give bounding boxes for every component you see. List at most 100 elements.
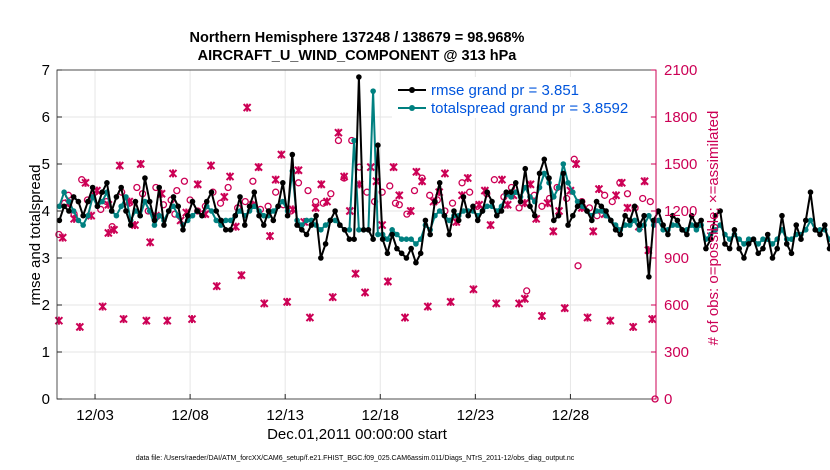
totalspread-point	[346, 227, 353, 233]
legend-rmse-marker	[409, 87, 415, 93]
y-tick-label: 3	[42, 250, 50, 267]
right-y-axis: 0 300 600 900 1200 1500 1800 2100	[651, 62, 697, 408]
obs-possible-marker	[391, 199, 400, 207]
obs-assimilated-marker	[277, 150, 286, 159]
obs-possible-marker	[294, 179, 303, 187]
rmse-point	[85, 198, 91, 205]
rmse-point	[693, 222, 700, 228]
obs-assimilated-marker	[571, 159, 581, 169]
rmse-point	[474, 217, 481, 224]
rmse-point	[489, 198, 495, 205]
rmse-point	[665, 231, 671, 238]
y2-axis-label: # of obs: o=possible; ×=assimilated	[705, 111, 722, 346]
rmse-point	[503, 189, 510, 195]
rmse-point	[260, 222, 267, 228]
totalspread-point	[446, 217, 453, 224]
rmse-point	[227, 227, 234, 233]
rmse-point	[798, 236, 804, 242]
rmse-point	[346, 236, 353, 242]
y-axis-label: rmse and totalspread	[27, 165, 44, 306]
rmse-point	[165, 208, 172, 214]
obs-assimilated-marker	[463, 173, 472, 183]
totalspread-point	[408, 236, 414, 242]
rmse-point	[241, 222, 248, 228]
rmse-point	[779, 212, 785, 219]
x-tick-label: 12/03	[76, 407, 114, 424]
rmse-point	[417, 250, 424, 257]
rmse-point	[322, 241, 329, 247]
rmse-point	[774, 245, 781, 252]
rmse-point	[270, 217, 277, 224]
totalspread-point	[260, 212, 267, 219]
obs-assimilated-marker	[254, 162, 263, 172]
obs-possible-marker	[241, 197, 249, 206]
totalspread-point	[156, 212, 163, 219]
rmse-point	[246, 203, 253, 210]
x-axis-label: Dec.01,2011 00:00:00 start	[267, 426, 448, 443]
obs-assimilated-marker	[58, 233, 67, 242]
rmse-point	[712, 212, 719, 219]
rmse-point	[327, 217, 334, 224]
obs-possible-marker	[458, 179, 466, 187]
totalspread-point	[113, 212, 120, 219]
totalspread-point	[227, 217, 234, 224]
obs-assimilated-marker	[611, 191, 621, 200]
obs-possible-marker	[378, 188, 386, 196]
totalspread-point	[384, 236, 391, 242]
rmse-point	[132, 198, 139, 205]
totalspread-point	[769, 241, 776, 247]
obs-possible-marker	[311, 197, 320, 206]
rmse-point	[189, 198, 196, 205]
obs-assimilated-marker	[265, 231, 275, 241]
rmse-point	[470, 203, 476, 210]
y2-tick-label: 600	[664, 297, 689, 314]
totalspread-point	[75, 217, 82, 224]
rmse-point	[403, 255, 410, 261]
y2-tick-label: 1500	[664, 156, 697, 173]
y-tick-label: 0	[42, 391, 50, 408]
totalspread-point	[280, 198, 286, 205]
rmse-point	[213, 208, 220, 214]
obs-possible-marker	[523, 287, 531, 295]
y-tick-label: 1	[42, 344, 50, 361]
legend-box	[392, 77, 650, 118]
obs-assimilated-marker	[492, 299, 501, 308]
rmse-point	[802, 217, 809, 224]
rmse-point	[608, 217, 614, 224]
totalspread-point	[299, 222, 305, 228]
obs-possible-marker	[224, 183, 232, 192]
obs-assimilated-marker	[606, 316, 615, 325]
rmse-point	[94, 203, 101, 210]
rmse-point	[750, 236, 757, 242]
totalspread-point	[745, 236, 752, 242]
obs-assimilated-marker	[242, 103, 252, 112]
obs-assimilated-marker	[212, 281, 221, 291]
legend-spread-marker	[409, 105, 415, 111]
rmse-point	[218, 217, 224, 224]
totalspread-point	[460, 208, 467, 214]
obs-possible-marker	[639, 194, 647, 203]
rmse-point	[275, 203, 281, 210]
chart-title-line1: Northern Hemisphere 137248 / 138679 = 98…	[190, 30, 525, 46]
rmse-point	[341, 227, 348, 233]
left-y-axis: 0 1 2 3 4 5 6 7	[42, 62, 62, 408]
rmse-point	[465, 212, 472, 219]
totalspread-point	[570, 189, 576, 195]
rmse-point	[641, 212, 647, 219]
x-tick-label: 12/28	[552, 407, 590, 424]
obs-assimilated-marker	[549, 227, 558, 236]
totalspread-point	[332, 217, 338, 224]
obs-assimilated-marker	[260, 299, 269, 308]
obs-assimilated-marker	[136, 159, 145, 169]
obs-assimilated-marker	[417, 177, 427, 186]
rmse-point	[337, 222, 343, 228]
rmse-point	[170, 194, 177, 200]
totalspread-point	[66, 198, 72, 205]
rmse-point	[104, 180, 110, 186]
totalspread-point	[389, 227, 395, 233]
obs-possible-marker	[646, 197, 654, 206]
totalspread-point	[484, 203, 491, 210]
obs-assimilated-marker	[339, 172, 349, 181]
obs-assimilated-marker	[640, 177, 649, 186]
obs-assimilated-marker	[406, 206, 415, 216]
